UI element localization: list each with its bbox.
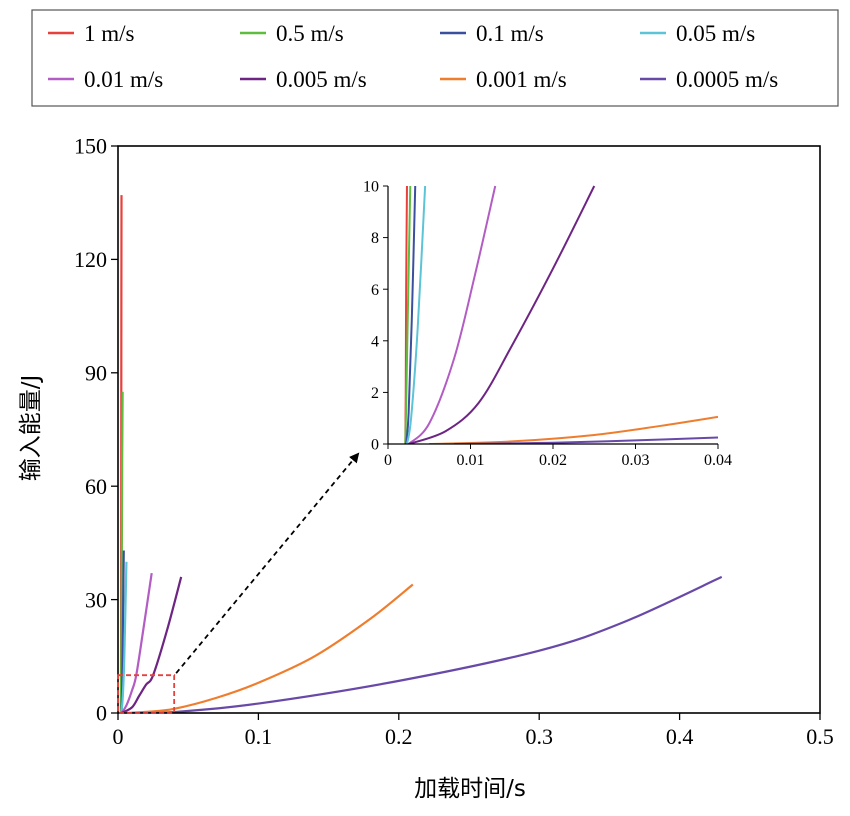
inset-y-tick-label: 10	[363, 179, 379, 196]
main-series-group	[119, 195, 723, 713]
main-series-0-001-m-s	[124, 583, 414, 713]
main-y-tick-label: 30	[85, 587, 107, 612]
main-x-tick-label: 0.2	[385, 724, 413, 749]
main-series-0-05-m-s	[120, 561, 128, 713]
inset-x-tick-label: 0	[384, 452, 392, 469]
legend-label-1-m-s: 1 m/s	[84, 21, 135, 46]
inset-x-tick-label: 0.02	[539, 452, 567, 469]
main-y-tick-label: 90	[85, 361, 107, 386]
x-axis-title: 加载时间/s	[414, 776, 526, 802]
inset-y-tick-label: 6	[371, 282, 379, 299]
main-y-tick-label: 0	[96, 701, 107, 726]
inset-series-0-1-m-s	[405, 185, 417, 444]
inset-series-0-05-m-s	[405, 185, 427, 444]
inset-x-tick-label: 0.04	[704, 452, 732, 469]
main-series-0-01-m-s	[120, 572, 153, 713]
inset-series-0-01-m-s	[407, 185, 497, 444]
zoom-region-box	[117, 674, 176, 714]
legend-label-0-01-m-s: 0.01 m/s	[84, 67, 163, 92]
main-x-tick-label: 0.1	[245, 724, 273, 749]
inset-y-tick-label: 2	[371, 385, 379, 402]
legend-frame	[31, 9, 839, 107]
legend-label-0-001-m-s: 0.001 m/s	[476, 67, 567, 92]
main-series-0-005-m-s	[120, 576, 183, 713]
main-x-tick-label: 0.3	[525, 724, 553, 749]
inset-y-tick-label: 8	[371, 230, 379, 247]
main-frame	[117, 145, 821, 714]
inset-y-tick-label: 0	[371, 437, 379, 454]
inset-series-0-5-m-s	[404, 185, 412, 444]
main-x-tick-label: 0.4	[666, 724, 694, 749]
inset-plot: 0 0.01 0.02 0.03 0.04 0 2 4 6 8 10	[363, 179, 732, 469]
main-x-tick-label: 0.5	[806, 724, 834, 749]
inset-x-tick-label: 0.01	[457, 452, 485, 469]
main-series-0-5-m-s	[119, 391, 124, 713]
legend-label-0-05-m-s: 0.05 m/s	[676, 21, 755, 46]
zoom-arrow	[175, 452, 360, 674]
inset-series-0-005-m-s	[408, 185, 596, 444]
legend: 1 m/s 0.5 m/s 0.1 m/s 0.05 m/s 0.01 m/s 0.005…	[31, 9, 839, 107]
legend-label-0-1-m-s: 0.1 m/s	[476, 21, 544, 46]
legend-label-0-005-m-s: 0.005 m/s	[276, 67, 367, 92]
inset-x-tick-label: 0.03	[622, 452, 650, 469]
main-series-0-0005-m-s	[132, 575, 723, 713]
main-x-tick-label: 0	[113, 724, 124, 749]
legend-label-0-5-m-s: 0.5 m/s	[276, 21, 344, 46]
y-axis-title: 输入能量/J	[18, 375, 44, 482]
main-y-tick-label: 150	[74, 134, 107, 159]
main-y-tick-label: 120	[74, 247, 107, 272]
inset-background	[388, 186, 718, 444]
inset-series-group	[404, 185, 718, 444]
inset-y-tick-label: 4	[371, 333, 379, 350]
main-y-tick-label: 60	[85, 474, 107, 499]
legend-label-0-0005-m-s: 0.0005 m/s	[676, 67, 778, 92]
